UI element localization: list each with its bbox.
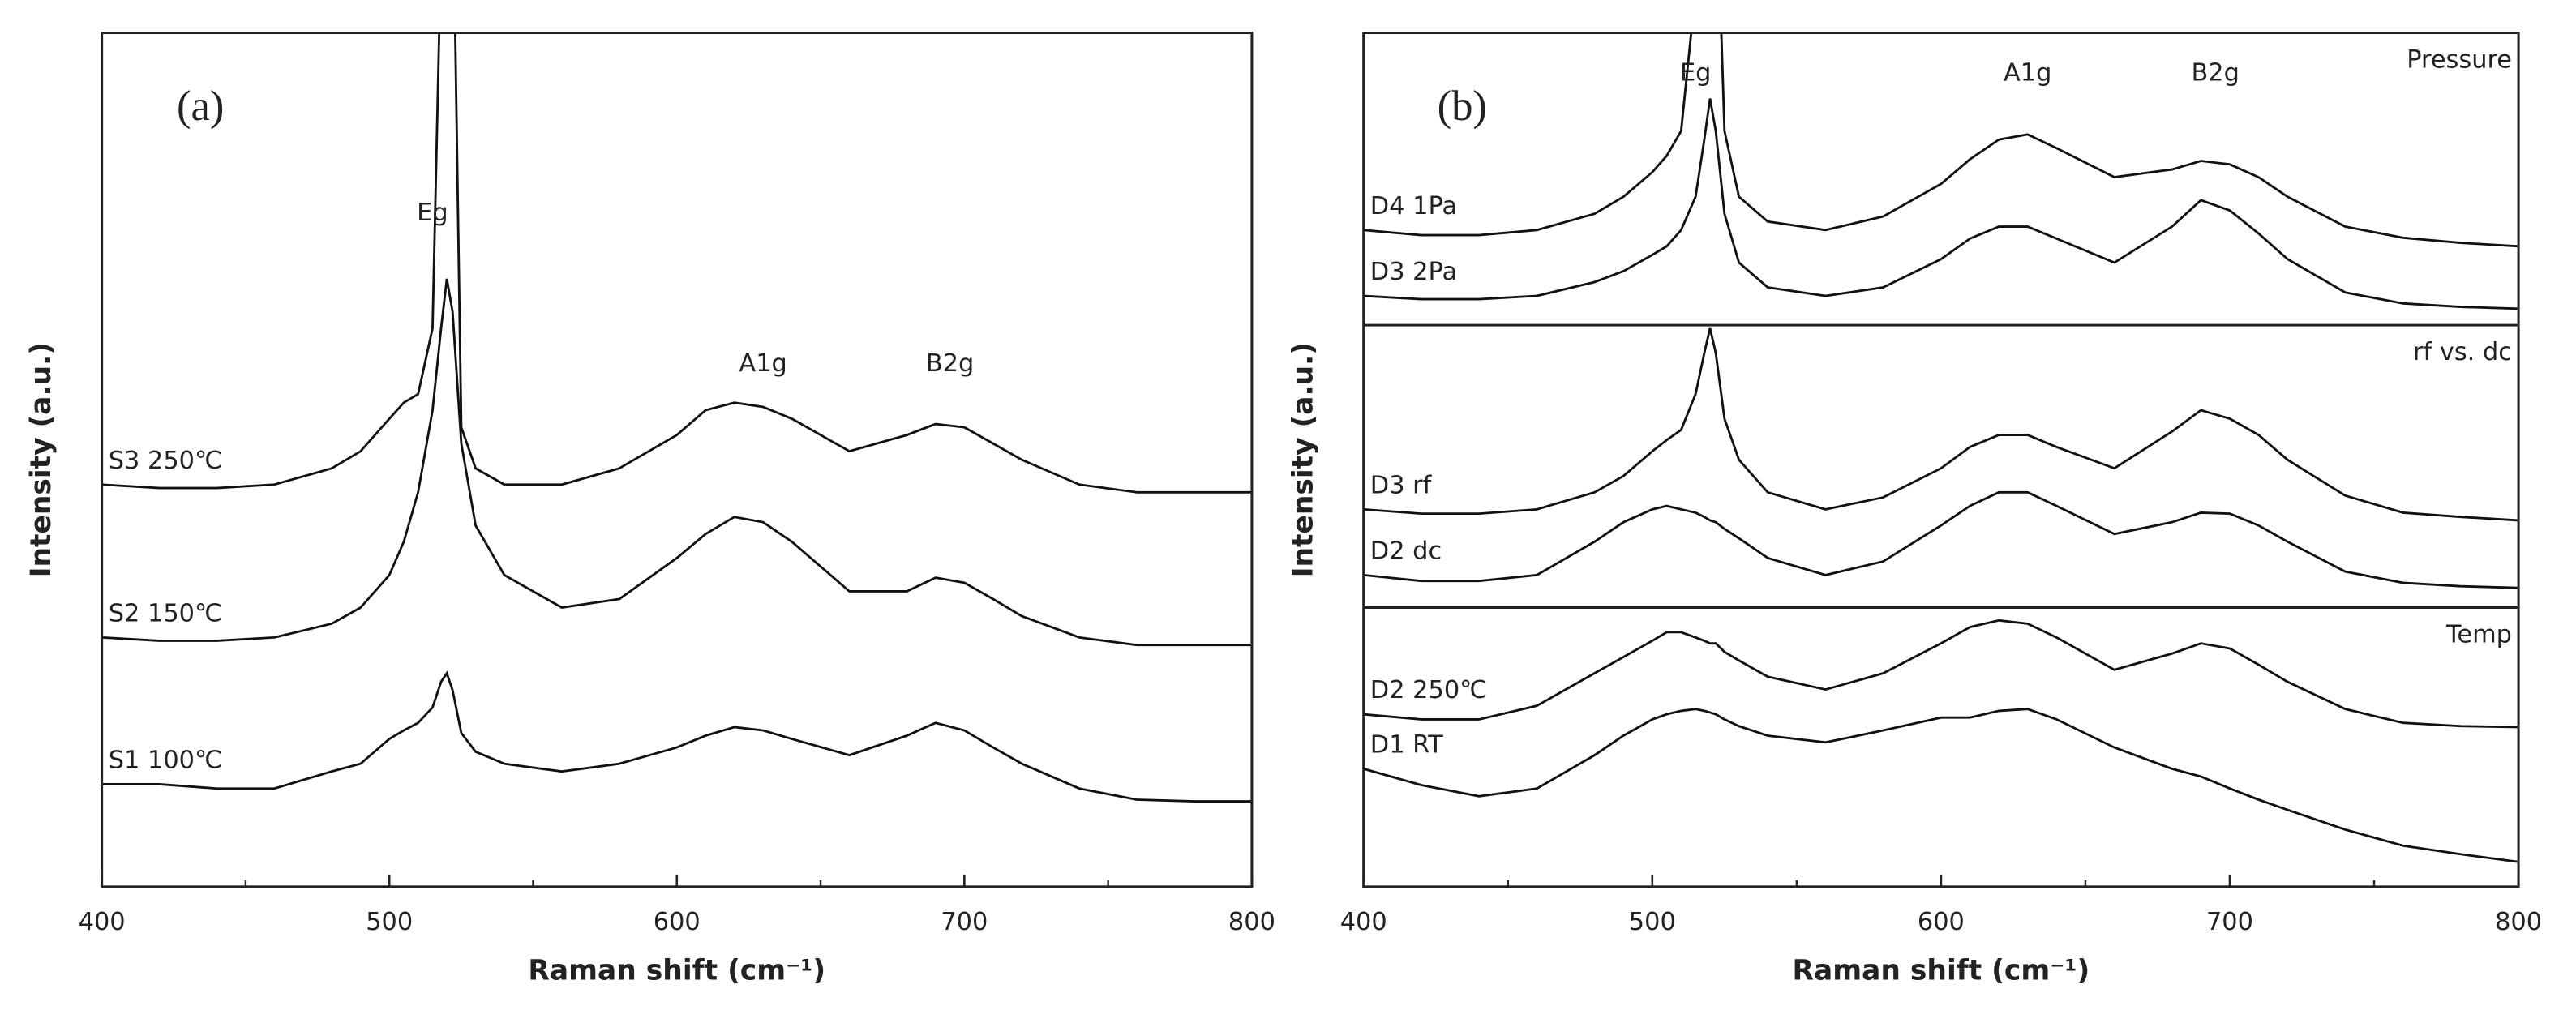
- x-tick-label: 800: [2495, 908, 2542, 936]
- series-label: D2 dc: [1370, 537, 1442, 566]
- series-label: D1 RT: [1370, 731, 1443, 760]
- x-tick-label: 700: [2206, 908, 2253, 936]
- x-tick-label: 400: [79, 908, 126, 936]
- x-tick-label: 400: [1340, 908, 1387, 936]
- spectrum-line: [1363, 708, 2519, 863]
- x-axis-label: Raman shift (cm⁻¹): [1793, 955, 2090, 987]
- peak-label: B2g: [2191, 59, 2239, 88]
- series-label: D4 1Pa: [1370, 192, 1457, 220]
- series-label: S2 150℃: [109, 599, 222, 627]
- section-label: rf vs. dc: [2413, 338, 2512, 366]
- x-tick-label: 500: [366, 908, 413, 936]
- y-axis-label: Intensity (a.u.): [1287, 342, 1319, 577]
- peak-label: Eg: [417, 199, 448, 227]
- spectrum-line: [1363, 490, 2519, 589]
- x-tick-label: 700: [941, 908, 988, 936]
- section-label: Temp: [2445, 620, 2512, 648]
- spectrum-line: [1363, 98, 2519, 310]
- x-tick-label: 600: [1918, 908, 1965, 936]
- peak-label: A1g: [739, 349, 787, 378]
- spectrum-line: [1363, 619, 2519, 729]
- section-label: Pressure: [2407, 45, 2512, 74]
- peak-label: Eg: [1680, 59, 1711, 88]
- series-label: D2 250℃: [1370, 676, 1487, 704]
- series-label: D3 2Pa: [1370, 258, 1457, 286]
- panel-label: (b): [1438, 83, 1487, 130]
- series-label: D3 rf: [1370, 471, 1433, 499]
- spectrum-line: [1363, 32, 2519, 248]
- peak-label: B2g: [926, 349, 974, 378]
- x-tick-label: 600: [654, 908, 701, 936]
- spectrum-line: [101, 278, 1252, 647]
- spectrum-line: [101, 670, 1252, 803]
- panel-label: (a): [177, 83, 224, 130]
- x-tick-label: 800: [1228, 908, 1275, 936]
- spectrum-line: [1363, 327, 2519, 522]
- x-axis-label: Raman shift (cm⁻¹): [528, 955, 825, 987]
- peak-label: A1g: [2004, 59, 2051, 88]
- spectrum-line: [101, 32, 1252, 494]
- y-axis-label: Intensity (a.u.): [25, 342, 58, 577]
- x-tick-label: 500: [1629, 908, 1676, 936]
- series-label: S3 250℃: [109, 447, 222, 475]
- series-label: S1 100℃: [109, 747, 222, 775]
